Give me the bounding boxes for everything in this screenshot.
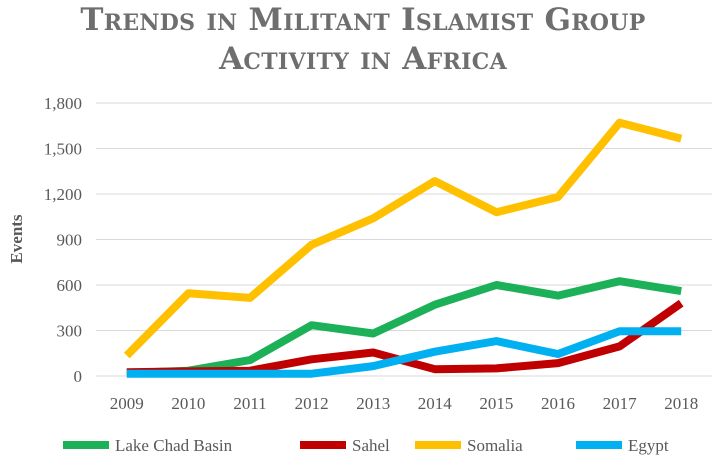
series-line-egypt [126, 327, 682, 378]
x-tick-label: 2011 [233, 394, 266, 413]
y-tick-label: 1,800 [44, 94, 82, 113]
legend-label-lake-chad-basin: Lake Chad Basin [115, 436, 233, 455]
x-tick-label: 2015 [479, 394, 513, 413]
x-tick-label: 2013 [356, 394, 390, 413]
x-tick-label: 2016 [541, 394, 575, 413]
x-tick-label: 2010 [171, 394, 205, 413]
legend-label-egypt: Egypt [628, 436, 669, 455]
x-tick-label: 2014 [418, 394, 453, 413]
legend: Lake Chad Basin Sahel Somalia Egypt [63, 436, 669, 455]
y-tick-label: 600 [57, 276, 83, 295]
x-tick-label: 2017 [603, 394, 638, 413]
gridlines [96, 102, 712, 377]
chart-title: Trends in Militant Islamist Group Activi… [80, 2, 645, 77]
series-lines [123, 118, 684, 378]
chart-title-line-1: Trends in Militant Islamist Group [80, 2, 645, 38]
y-tick-label: 300 [57, 322, 83, 341]
y-tick-label: 0 [74, 367, 83, 386]
legend-label-sahel: Sahel [352, 436, 390, 455]
chart-title-line-2: Activity in Africa [218, 41, 508, 77]
legend-label-somalia: Somalia [467, 436, 523, 455]
series-line-lake-chad-basin [126, 277, 682, 377]
x-tick-label: 2012 [295, 394, 329, 413]
y-axis-label: Events [7, 214, 26, 264]
x-tick-label: 2018 [664, 394, 698, 413]
x-tick-label: 2009 [110, 394, 144, 413]
y-axis-ticks: 0 300 600 900 1,200 1,500 1,800 [44, 94, 82, 386]
series-line-somalia [123, 118, 683, 359]
x-axis-ticks: 2009 2010 2011 2012 2013 2014 2015 2016 2017 2018 [110, 394, 698, 413]
y-tick-label: 1,500 [44, 140, 82, 159]
y-tick-label: 1,200 [44, 185, 82, 204]
y-tick-label: 900 [57, 231, 83, 250]
